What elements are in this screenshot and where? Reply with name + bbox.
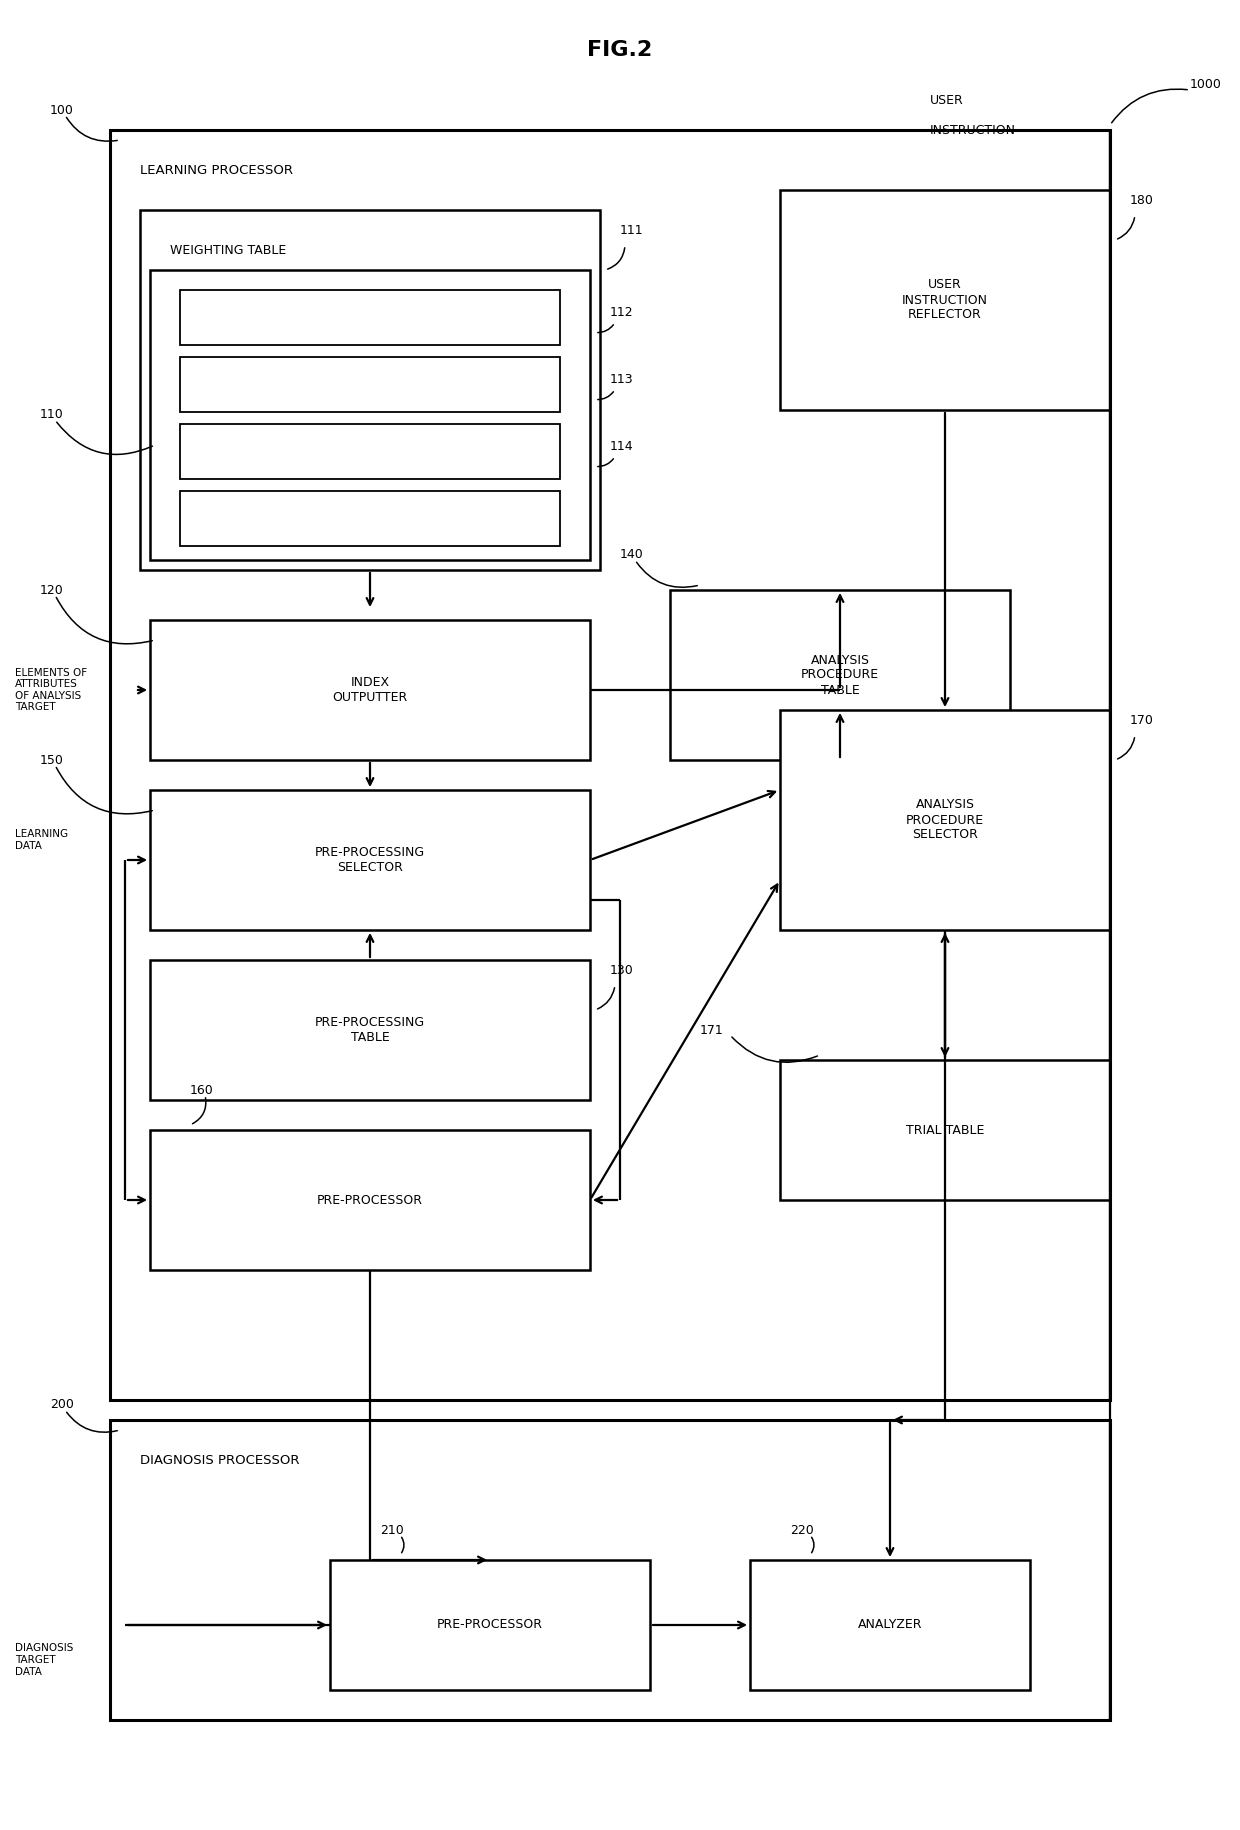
- Text: 120: 120: [40, 584, 63, 597]
- Text: 200: 200: [50, 1398, 74, 1411]
- FancyBboxPatch shape: [180, 425, 560, 479]
- Text: ANALYSIS
PROCEDURE
SELECTOR: ANALYSIS PROCEDURE SELECTOR: [906, 798, 985, 842]
- FancyBboxPatch shape: [180, 490, 560, 545]
- Text: FIG.2: FIG.2: [588, 40, 652, 60]
- Text: 210: 210: [379, 1524, 404, 1537]
- Text: ANALYZER: ANALYZER: [858, 1618, 923, 1632]
- FancyBboxPatch shape: [110, 1420, 1110, 1720]
- FancyBboxPatch shape: [180, 289, 560, 346]
- Text: 130: 130: [610, 964, 634, 977]
- FancyBboxPatch shape: [780, 190, 1110, 410]
- FancyBboxPatch shape: [150, 791, 590, 930]
- Text: 160: 160: [190, 1083, 213, 1096]
- Text: 140: 140: [620, 549, 644, 562]
- Text: PRE-PROCESSING
SELECTOR: PRE-PROCESSING SELECTOR: [315, 845, 425, 875]
- Text: USER
INSTRUCTION
REFLECTOR: USER INSTRUCTION REFLECTOR: [901, 278, 988, 322]
- Text: PRE-PROCESSOR: PRE-PROCESSOR: [436, 1618, 543, 1632]
- Text: 111: 111: [620, 223, 644, 236]
- FancyBboxPatch shape: [150, 620, 590, 759]
- Text: ELEMENTS OF
ATTRIBUTES
OF ANALYSIS
TARGET: ELEMENTS OF ATTRIBUTES OF ANALYSIS TARGE…: [15, 668, 87, 712]
- Text: 114: 114: [610, 439, 634, 454]
- Text: 100: 100: [50, 104, 74, 117]
- Text: WEIGHTING TABLE: WEIGHTING TABLE: [170, 243, 286, 256]
- FancyBboxPatch shape: [140, 210, 600, 569]
- FancyBboxPatch shape: [150, 961, 590, 1100]
- Text: INDEX
OUTPUTTER: INDEX OUTPUTTER: [332, 675, 408, 705]
- Text: 220: 220: [790, 1524, 813, 1537]
- Text: 113: 113: [610, 373, 634, 386]
- FancyBboxPatch shape: [150, 271, 590, 560]
- Text: 150: 150: [40, 754, 64, 767]
- FancyBboxPatch shape: [110, 130, 1110, 1400]
- FancyBboxPatch shape: [670, 589, 1011, 759]
- Text: PRE-PROCESSOR: PRE-PROCESSOR: [317, 1193, 423, 1206]
- Text: ANALYSIS
PROCEDURE
TABLE: ANALYSIS PROCEDURE TABLE: [801, 653, 879, 697]
- Text: 171: 171: [701, 1023, 724, 1036]
- Text: DIAGNOSIS PROCESSOR: DIAGNOSIS PROCESSOR: [140, 1453, 300, 1466]
- Text: TRIAL TABLE: TRIAL TABLE: [905, 1124, 985, 1136]
- FancyBboxPatch shape: [750, 1559, 1030, 1689]
- Text: INSTRUCTION: INSTRUCTION: [930, 123, 1016, 137]
- FancyBboxPatch shape: [780, 710, 1110, 930]
- Text: USER: USER: [930, 93, 963, 106]
- Text: 170: 170: [1130, 714, 1154, 727]
- FancyBboxPatch shape: [180, 357, 560, 412]
- FancyBboxPatch shape: [330, 1559, 650, 1689]
- FancyBboxPatch shape: [780, 1060, 1110, 1200]
- Text: 180: 180: [1130, 194, 1154, 207]
- Text: 112: 112: [610, 306, 634, 318]
- FancyBboxPatch shape: [150, 1129, 590, 1270]
- Text: LEARNING PROCESSOR: LEARNING PROCESSOR: [140, 163, 293, 176]
- Text: PRE-PROCESSING
TABLE: PRE-PROCESSING TABLE: [315, 1016, 425, 1043]
- Text: DIAGNOSIS
TARGET
DATA: DIAGNOSIS TARGET DATA: [15, 1643, 73, 1676]
- Text: 110: 110: [40, 408, 63, 421]
- Text: 1000: 1000: [1190, 79, 1221, 92]
- Text: LEARNING
DATA: LEARNING DATA: [15, 829, 68, 851]
